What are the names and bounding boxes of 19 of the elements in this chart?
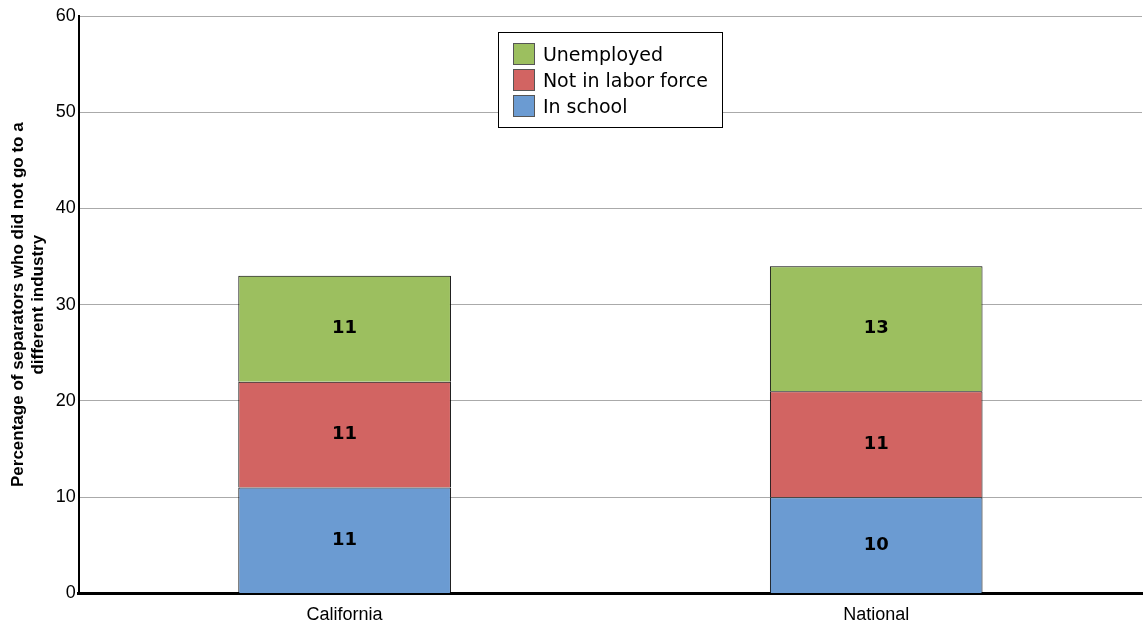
data-label: 10 (863, 532, 889, 554)
data-label: 11 (332, 316, 358, 338)
y-tick-label: 30 (55, 293, 76, 314)
data-label: 11 (332, 527, 358, 549)
y-axis-title: Percentage of separators who did not go to a different industry (7, 121, 48, 487)
y-tick-label: 40 (55, 197, 76, 218)
y-tick-label: 60 (55, 4, 76, 25)
legend-label: In school (542, 95, 628, 117)
y-tick-label: 0 (65, 582, 76, 603)
legend-label: Not in labor force (542, 69, 708, 91)
data-label: 11 (332, 422, 358, 444)
y-tick-label: 10 (55, 486, 76, 507)
data-label: 11 (863, 431, 889, 453)
data-label: 13 (863, 316, 889, 338)
y-tick-label: 20 (55, 389, 76, 410)
legend-label: Unemployed (542, 43, 664, 65)
x-tick-label: California (306, 604, 384, 625)
y-tick-label: 50 (55, 101, 76, 122)
x-tick-label: National (843, 604, 910, 625)
